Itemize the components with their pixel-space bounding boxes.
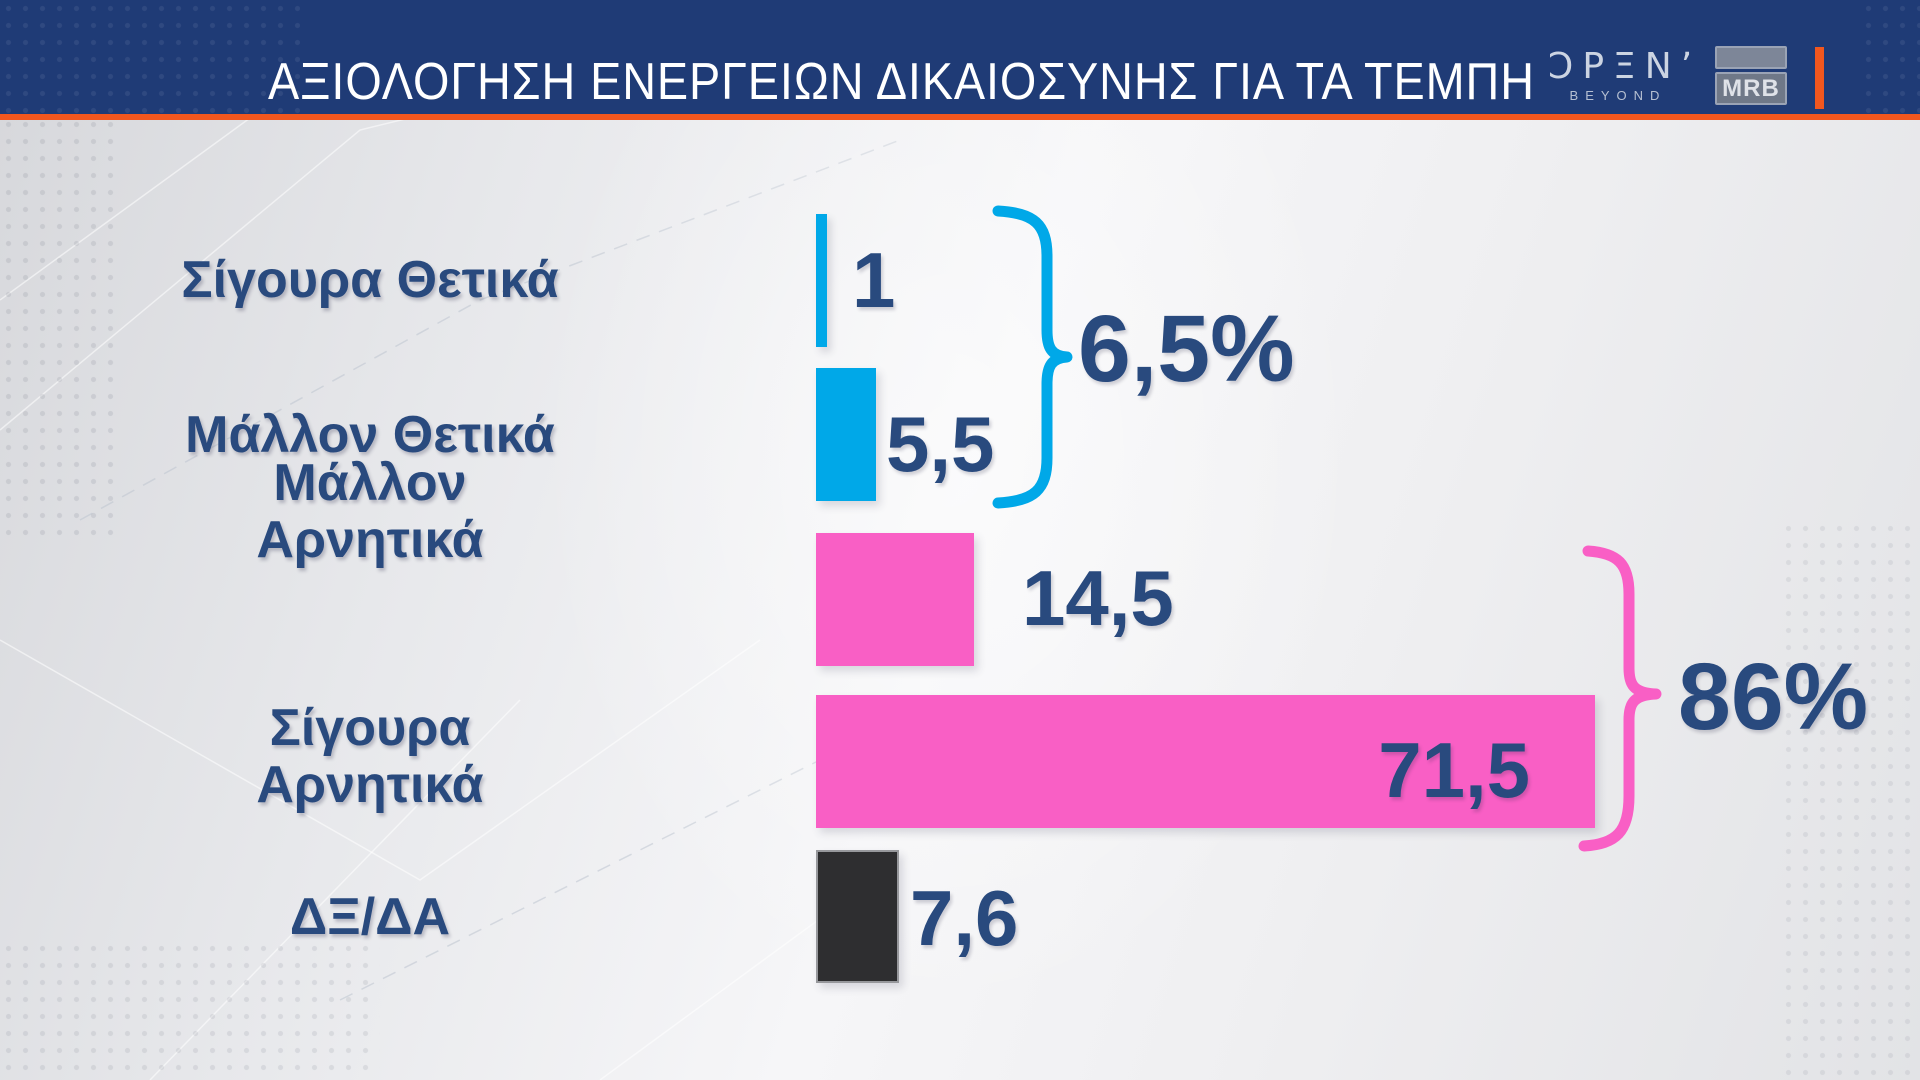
mrb-logo-text: MRB [1715, 72, 1787, 105]
bar-value-4: 71,5 [1378, 726, 1530, 814]
bar-value-5: 7,6 [910, 874, 1019, 962]
bar-4 [816, 695, 1595, 828]
bar-value-1: 1 [852, 236, 896, 324]
bracket-negative-total: 86% [1678, 644, 1869, 750]
bar-value-3: 14,5 [1022, 554, 1174, 642]
category-label-5: ΔΞ/ΔΑ [289, 888, 451, 946]
category-label-3: Μάλλον Αρνητικά [256, 454, 484, 569]
mrb-logo-top-box [1715, 46, 1787, 69]
bar-5 [816, 850, 899, 983]
bracket-positive-total: 6,5% [1078, 296, 1295, 402]
page-title: ΑΞΙΟΛΟΓΗΣΗ ΕΝΕΡΓΕΙΩΝ ΔΙΚΑΙΟΣΥΝΗΣ ΓΙΑ ΤΑ … [268, 53, 1535, 111]
halftone-dots-bottom-left [0, 940, 380, 1080]
bar-2 [816, 368, 876, 501]
bar-3 [816, 533, 974, 666]
open-logo-tagline: BEYOND [1569, 88, 1667, 103]
open-logo-text: ƆPΞN’ [1548, 46, 1702, 87]
open-beyond-logo: ƆPΞN’ BEYOND [1548, 46, 1702, 104]
halftone-dots-right [1780, 520, 1920, 1080]
bar-1 [816, 214, 827, 347]
category-label-1: Σίγουρα Θετικά [181, 251, 559, 309]
category-label-2: Μάλλον Θετικά [185, 406, 555, 464]
halftone-dots-header [0, 0, 300, 114]
mrb-logo: MRB [1715, 46, 1787, 105]
halftone-dots-header-right [1860, 0, 1920, 114]
bar-value-2: 5,5 [886, 400, 995, 488]
halftone-dots-left [0, 116, 120, 536]
orange-accent-bar [1815, 47, 1824, 109]
bracket-positive [992, 205, 1073, 509]
category-label-4: Σίγουρα Αρνητικά [256, 699, 484, 814]
